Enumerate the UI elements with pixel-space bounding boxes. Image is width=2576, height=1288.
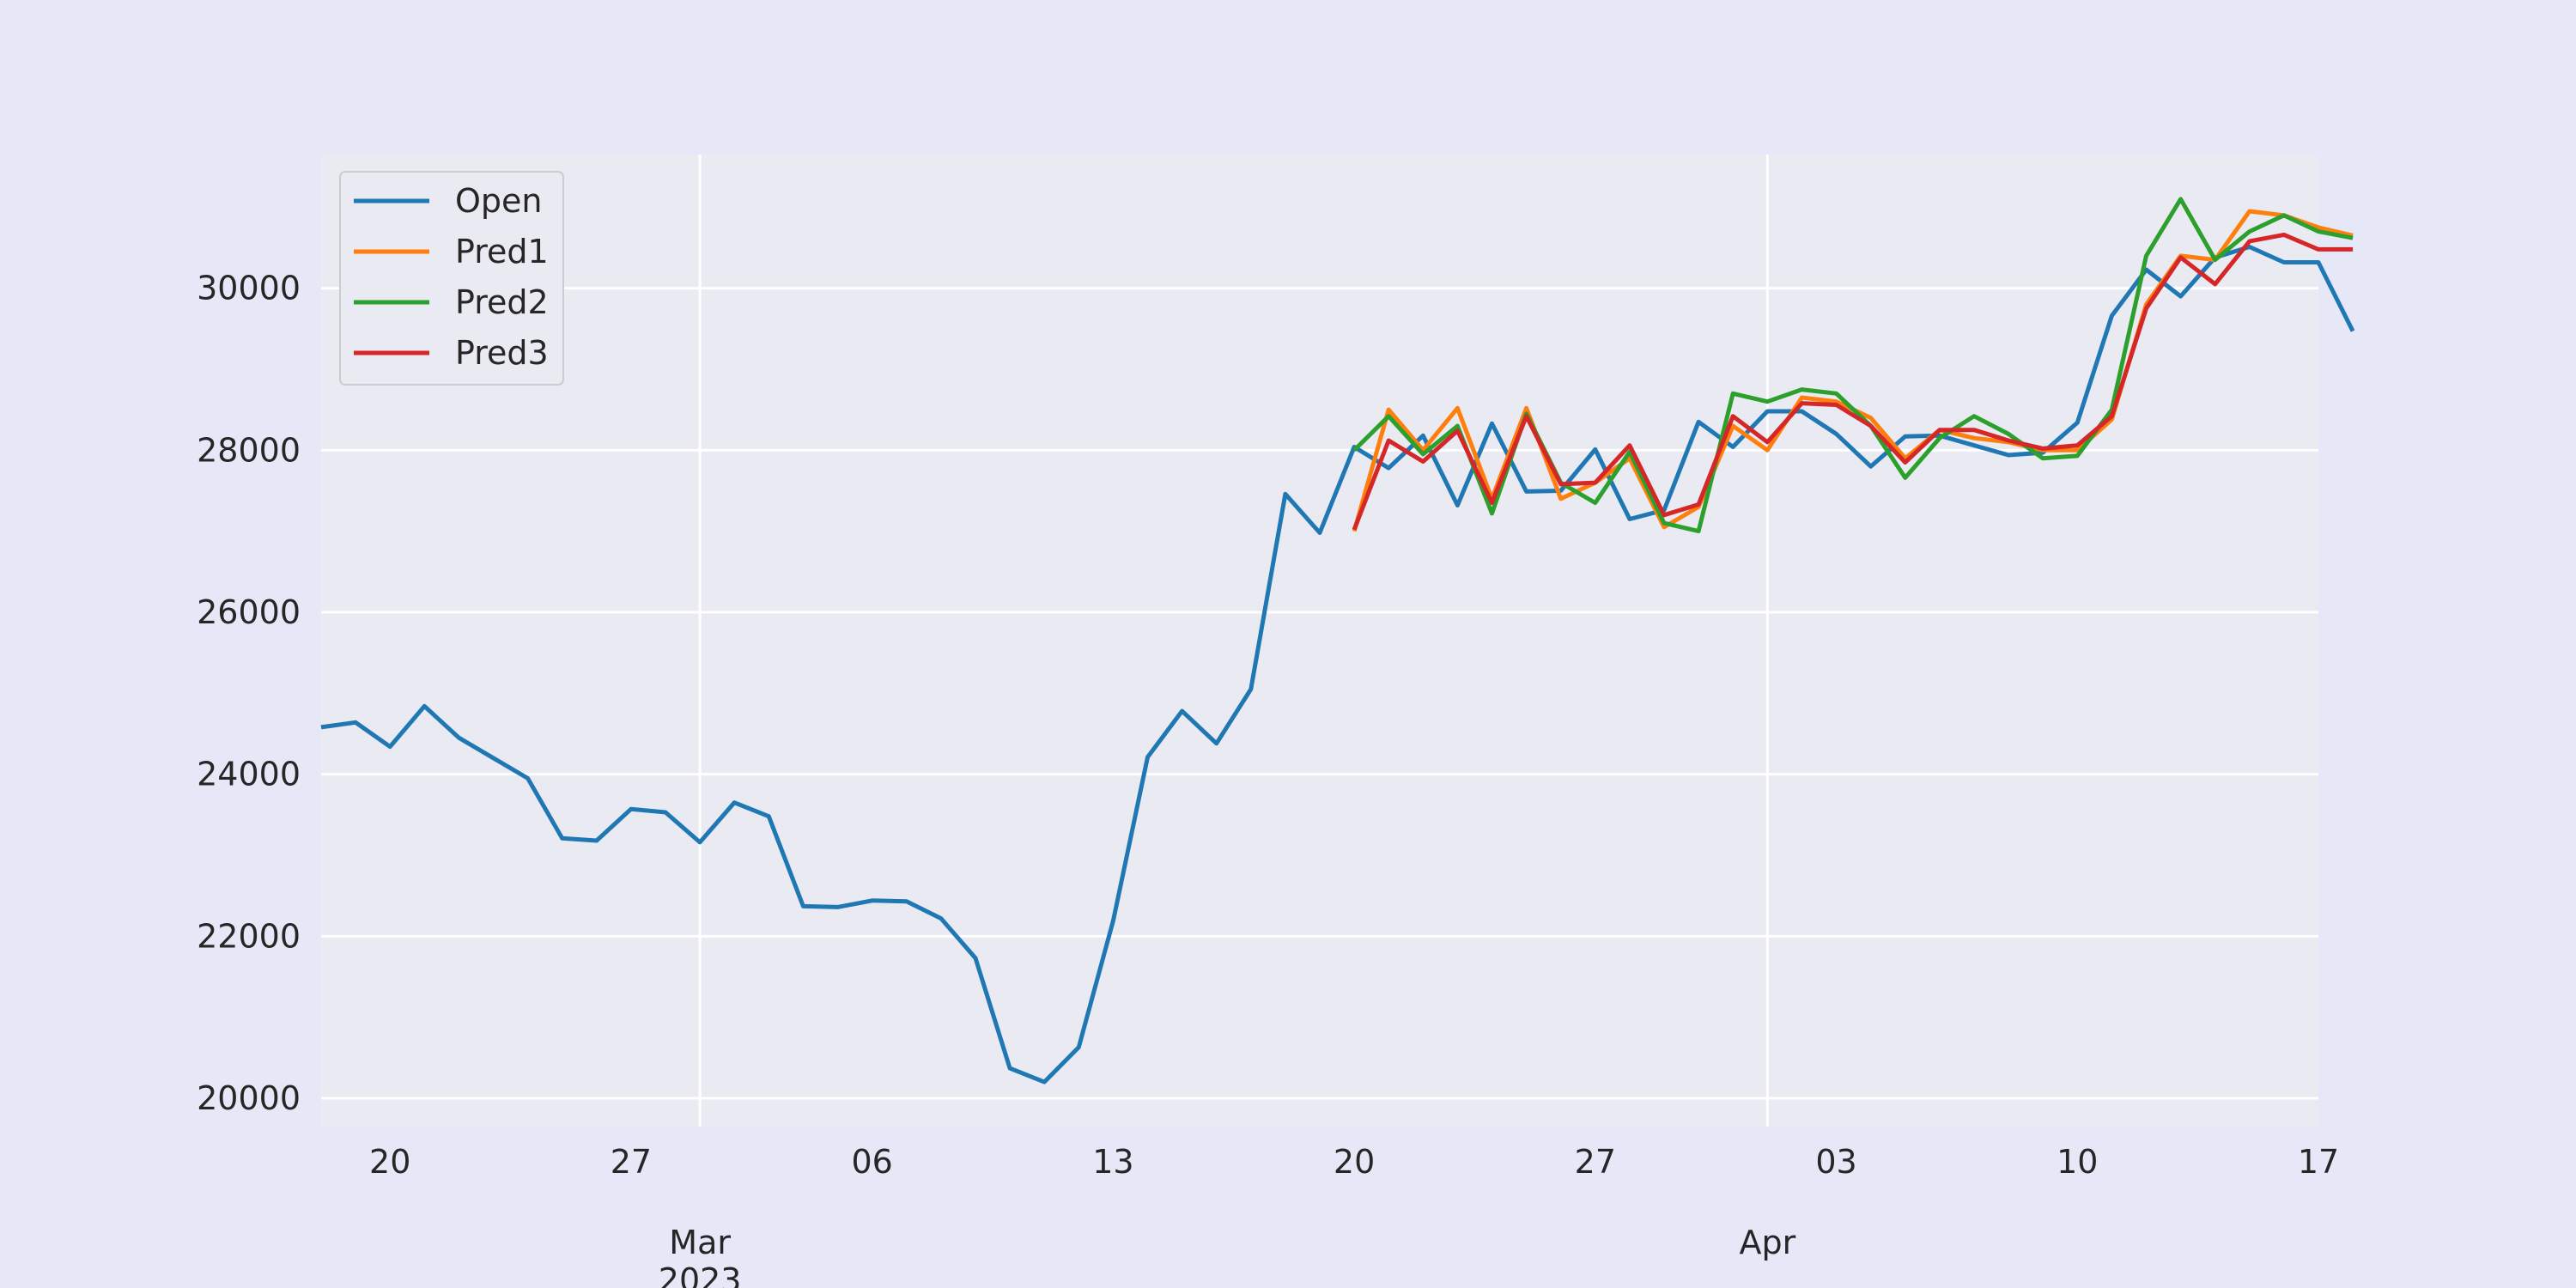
x-major-tick-label: Mar — [669, 1224, 731, 1261]
series-line-pred3 — [1352, 232, 2354, 531]
y-tick-label: 30000 — [197, 270, 301, 307]
legend-label: Open — [455, 182, 543, 220]
legend-box — [339, 171, 564, 386]
y-tick-label: 24000 — [197, 756, 301, 793]
x-tick-label: 27 — [1575, 1143, 1616, 1181]
x-tick-label: 03 — [1815, 1143, 1856, 1181]
series-line-open — [320, 245, 2355, 1084]
legend-label: Pred2 — [455, 283, 549, 321]
legend: Open Pred1 Pred2 Pred3 — [339, 171, 564, 386]
x-tick-label: 20 — [1334, 1143, 1375, 1181]
grid-lines — [321, 155, 2318, 1127]
x-year-label: 2023 — [659, 1261, 742, 1288]
x-tick-label: 27 — [611, 1143, 652, 1181]
tick-labels: 20000 22000 24000 26000 28000 30000 20 27 06 13 20… — [197, 270, 2339, 1288]
y-tick-label: 20000 — [197, 1079, 301, 1117]
plot-area — [321, 155, 2318, 1127]
y-tick-label: 26000 — [197, 593, 301, 631]
x-major-tick-label: Apr — [1739, 1224, 1795, 1261]
x-tick-label: 13 — [1092, 1143, 1133, 1181]
x-tick-label: 17 — [2298, 1143, 2339, 1181]
x-tick-label: 10 — [2057, 1143, 2098, 1181]
y-tick-label: 28000 — [197, 431, 301, 469]
legend-label: Pred1 — [455, 233, 549, 270]
x-tick-label: 06 — [851, 1143, 892, 1181]
series-lines — [320, 197, 2355, 1084]
x-tick-label: 20 — [369, 1143, 410, 1181]
legend-label: Pred3 — [455, 334, 549, 372]
y-tick-label: 22000 — [197, 917, 301, 955]
